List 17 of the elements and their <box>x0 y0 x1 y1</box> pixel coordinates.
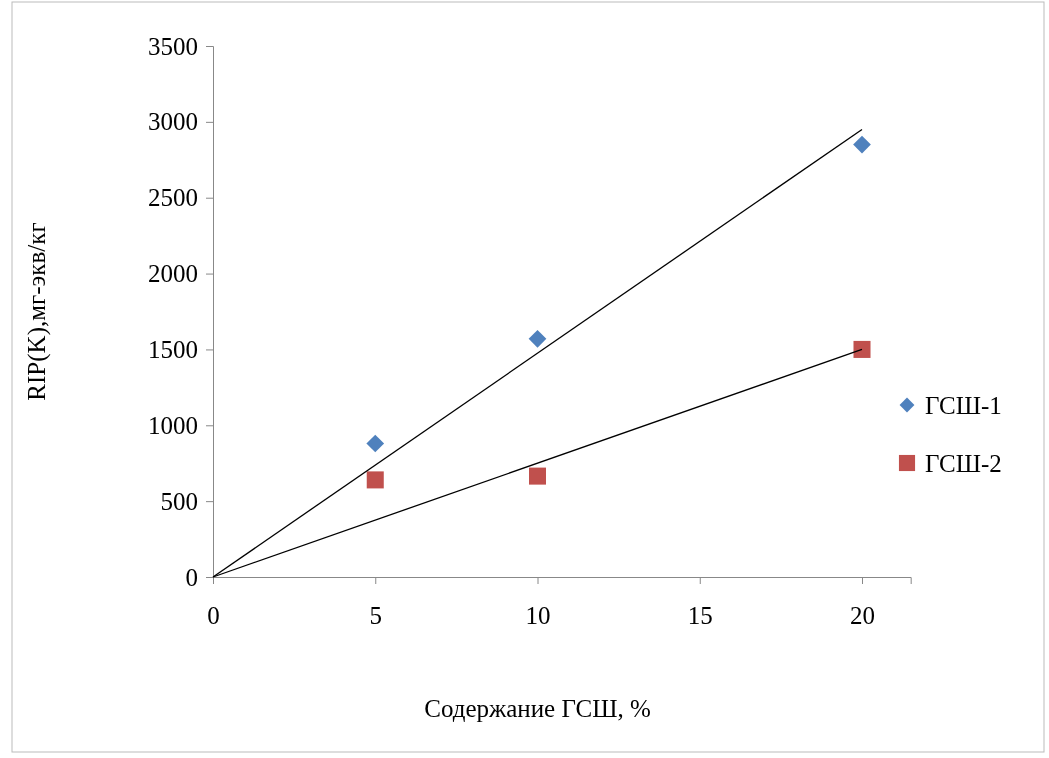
legend-label: ГСШ-2 <box>925 450 1002 477</box>
x-tick-label: 20 <box>850 601 875 629</box>
x-tick-label: 10 <box>525 601 551 629</box>
x-tick-label: 15 <box>687 601 713 629</box>
y-tick-label: 3000 <box>148 108 198 136</box>
y-tick-label: 3500 <box>148 32 198 60</box>
y-tick-label: 1000 <box>148 411 198 439</box>
y-tick-label: 500 <box>160 487 198 515</box>
y-tick-label: 2000 <box>148 260 198 288</box>
y-tick-label: 1500 <box>148 335 198 363</box>
y-tick-label: 2500 <box>148 184 198 212</box>
x-axis-title: Содержание ГСШ, % <box>424 695 651 722</box>
y-tick-label: 0 <box>185 563 198 591</box>
x-tick-label: 0 <box>207 601 220 629</box>
y-axis-title: RIP(K),мг-экв/кг <box>23 222 51 401</box>
legend-label: ГСШ-1 <box>925 392 1002 419</box>
x-tick-label: 5 <box>369 601 382 629</box>
